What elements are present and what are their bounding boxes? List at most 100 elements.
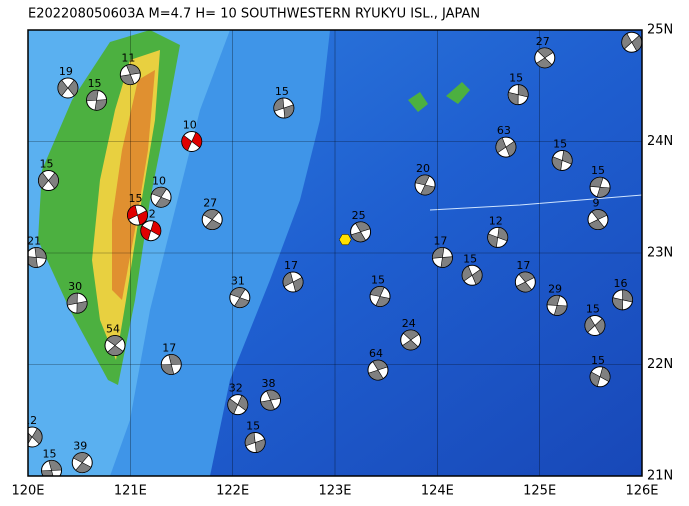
depth-label: 15 — [553, 137, 567, 150]
compressional-quadrant — [106, 335, 123, 346]
compressional-quadrant — [120, 74, 135, 85]
beach-ball — [546, 294, 568, 316]
beach-ball — [369, 285, 391, 307]
compressional-quadrant — [596, 186, 611, 198]
compressional-quadrant — [41, 470, 54, 476]
compressional-quadrant — [537, 47, 554, 59]
y-tick-label: 25N — [647, 23, 673, 38]
compressional-quadrant — [420, 184, 436, 196]
depth-label: 25 — [352, 209, 366, 222]
depth-label: 39 — [73, 440, 87, 453]
x-tick-label: 120E — [11, 484, 44, 499]
beach-ball — [260, 389, 282, 411]
compressional-quadrant — [440, 256, 453, 268]
compressional-quadrant — [244, 432, 256, 447]
compressional-quadrant — [155, 196, 171, 208]
compressional-quadrant — [432, 247, 445, 259]
x-tick-label: 124E — [421, 484, 454, 499]
depth-label: 30 — [68, 280, 82, 293]
depth-label: 17 — [162, 342, 176, 355]
compressional-quadrant — [137, 210, 148, 226]
compressional-quadrant — [48, 172, 59, 189]
compressional-quadrant — [515, 281, 533, 293]
depth-label: 15 — [591, 354, 605, 367]
beach-ball — [119, 64, 141, 86]
compressional-quadrant — [355, 221, 371, 233]
compressional-quadrant — [622, 289, 633, 303]
compressional-quadrant — [266, 389, 281, 401]
beach-ball — [612, 289, 634, 311]
x-tick-label: 123E — [318, 484, 351, 499]
compressional-quadrant — [57, 79, 69, 97]
beach-ball — [71, 452, 93, 474]
compressional-quadrant — [150, 220, 162, 237]
beach-ball — [57, 77, 79, 99]
depth-label: 63 — [497, 124, 511, 137]
compressional-quadrant — [28, 432, 33, 445]
beach-ball — [126, 204, 148, 226]
compressional-quadrant — [487, 233, 499, 248]
beach-ball — [160, 354, 182, 375]
compressional-quadrant — [140, 225, 152, 241]
compressional-quadrant — [369, 286, 385, 297]
compressional-quadrant — [160, 364, 175, 375]
compressional-quadrant — [76, 300, 88, 314]
depth-label: 27 — [203, 197, 217, 210]
compressional-quadrant — [107, 345, 124, 356]
depth-label: 10 — [183, 119, 197, 132]
beach-ball — [367, 359, 389, 381]
compressional-quadrant — [94, 99, 107, 111]
beach-ball — [350, 221, 372, 243]
depth-label: 15 — [88, 77, 102, 90]
compressional-quadrant — [66, 292, 78, 306]
beach-ball — [86, 89, 108, 111]
depth-label: 16 — [614, 277, 628, 290]
beach-ball — [461, 264, 483, 286]
compressional-quadrant — [461, 265, 473, 282]
events: 19 17 24 16 15 29 17 12 15 15 64 15 17 31 38 32 15 39 15 12… — [23, 30, 642, 476]
compressional-quadrant — [621, 33, 633, 50]
compressional-quadrant — [553, 305, 568, 316]
compressional-quadrant — [584, 316, 596, 333]
beach-ball — [621, 31, 642, 53]
compressional-quadrant — [227, 398, 239, 415]
compressional-quadrant — [497, 227, 508, 242]
compressional-quadrant — [31, 428, 43, 445]
compressional-quadrant — [536, 57, 553, 69]
compressional-quadrant — [191, 131, 202, 149]
beach-ball — [414, 174, 436, 196]
beach-ball — [28, 426, 43, 448]
compressional-quadrant — [375, 296, 391, 307]
compressional-quadrant — [588, 219, 605, 230]
depth-label: 12 — [23, 414, 37, 427]
compressional-quadrant — [505, 140, 517, 157]
compressional-quadrant — [205, 219, 222, 230]
compressional-quadrant — [28, 256, 38, 268]
beach-ball — [507, 84, 529, 106]
beach-ball — [37, 170, 59, 192]
compressional-quadrant — [589, 176, 604, 188]
depth-label: 15 — [246, 420, 260, 433]
beach-ball — [66, 292, 88, 314]
depth-label: 15 — [463, 252, 477, 265]
compressional-quadrant — [34, 247, 47, 259]
depth-label: 11 — [121, 52, 135, 65]
x-tick-label: 125E — [523, 484, 556, 499]
depth-label: 21 — [27, 234, 41, 247]
compressional-quadrant — [471, 269, 483, 285]
depth-label: 15 — [371, 273, 385, 286]
compressional-quadrant — [67, 79, 79, 97]
compressional-quadrant — [151, 186, 167, 198]
compressional-quadrant — [254, 438, 266, 453]
beach-ball — [400, 329, 422, 351]
beach-ball — [514, 271, 536, 293]
compressional-quadrant — [230, 287, 246, 298]
beach-ball — [244, 432, 266, 454]
compressional-quadrant — [402, 339, 419, 351]
map-title: E202208050603A M=4.7 H= 10 SOUTHWESTERN … — [28, 7, 480, 22]
compressional-quadrant — [283, 104, 295, 119]
compressional-quadrant — [495, 137, 507, 154]
beach-ball — [273, 97, 295, 119]
depth-label: 10 — [152, 174, 166, 187]
